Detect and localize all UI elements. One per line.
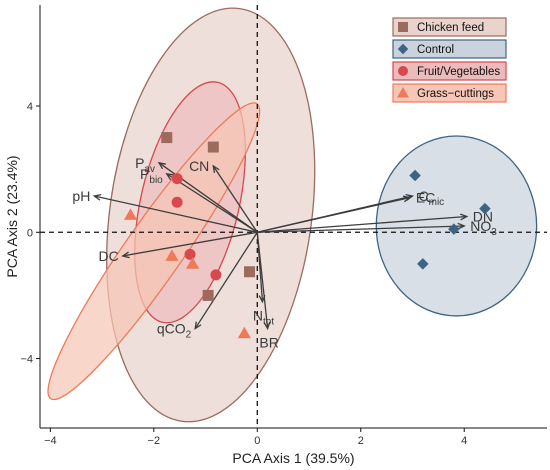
vector-br <box>256 232 269 329</box>
vector-qco2 <box>194 231 258 329</box>
point-control-3 <box>448 223 460 235</box>
x-tick-label: −4 <box>44 435 57 447</box>
point-control-2 <box>479 202 491 215</box>
ellipse-grass-cuttings <box>47 102 261 401</box>
point-control-4 <box>417 258 429 270</box>
vector-pbio <box>166 173 258 233</box>
vector-cn <box>212 165 258 233</box>
point-chicken-feed-4 <box>202 289 214 301</box>
vector-dn <box>257 215 467 233</box>
x-tick-label: 4 <box>461 435 467 447</box>
point-fruit-vegetables-1 <box>171 173 183 185</box>
vector-cn-label: CN <box>189 158 209 174</box>
legend-marker-grass-cuttings <box>397 87 409 98</box>
x-tick-label: 2 <box>358 435 364 447</box>
point-fruit-vegetables-3 <box>184 248 196 260</box>
x-tick-label: −2 <box>148 435 161 447</box>
data-points <box>123 132 491 339</box>
legend-label-chicken-feed: Chicken feed <box>417 22 484 34</box>
x-axis-title: PCA Axis 1 (39.5%) <box>232 450 354 466</box>
legend-swatch-grass-cuttings <box>392 83 507 103</box>
vector-cmic-label: Cmic <box>418 188 444 208</box>
point-grass-cuttings-2 <box>165 249 179 261</box>
legend-swatch-fruit-vegetables <box>392 61 507 81</box>
y-tick-label: −4 <box>20 354 33 366</box>
y-axis-title: PCA Axis 2 (23.4%) <box>4 155 20 277</box>
point-control-1 <box>409 169 421 182</box>
vector-pbio-arrowhead <box>165 173 174 181</box>
legend-item-chicken-feed: Chicken feed <box>392 17 507 37</box>
vector-dc-label: DC <box>99 248 119 264</box>
legend-item-grass-cuttings: Grass−cuttings <box>392 83 507 103</box>
point-grass-cuttings-1 <box>123 208 138 220</box>
vector-ec-arrowhead <box>402 195 412 203</box>
legend-item-fruit-vegetables: Fruit/Vegetables <box>392 61 507 81</box>
vector-no3-arrowhead <box>457 222 466 230</box>
legend: Chicken feed Control Fruit/Vegetables Grass… <box>392 17 507 103</box>
vector-cn-arrowhead <box>212 164 220 174</box>
point-grass-cuttings-4 <box>237 326 251 339</box>
legend-swatch-control <box>392 39 507 59</box>
point-fruit-vegetables-2 <box>171 196 183 208</box>
vector-pav-label: Pav <box>135 155 155 175</box>
vector-dc <box>122 231 258 257</box>
vector-ec <box>257 196 411 233</box>
legend-label-grass-cuttings: Grass−cuttings <box>417 88 494 100</box>
legend-label-control: Control <box>417 44 454 56</box>
legend-swatch-chicken-feed <box>392 17 507 37</box>
vector-ec-label: EC <box>416 190 435 206</box>
vector-ntot-label: Ntot <box>253 308 274 328</box>
axes: −4 −2 0 2 4 −4 0 4 <box>20 5 547 447</box>
vector-ph <box>94 195 258 233</box>
vector-dc-arrowhead <box>121 251 130 259</box>
point-chicken-feed-3 <box>244 266 256 278</box>
vector-ph-arrowhead <box>92 193 102 201</box>
x-tick-label: 0 <box>254 435 260 447</box>
legend-item-control: Control <box>392 39 507 59</box>
y-tick-label: 4 <box>27 101 33 113</box>
vector-dn-label: DN <box>473 209 493 225</box>
legend-marker-control <box>397 43 409 55</box>
vector-ph-label: pH <box>72 188 90 204</box>
point-grass-cuttings-3 <box>186 257 200 269</box>
vector-pbio-label: Pbio <box>140 166 163 186</box>
vector-pav-arrowhead <box>157 161 166 170</box>
vector-no3 <box>257 225 465 233</box>
reference-lines <box>40 5 547 428</box>
point-chicken-feed-2 <box>207 141 219 153</box>
y-tick-label: 0 <box>27 227 33 239</box>
legend-marker-fruit-vegetables <box>398 66 408 76</box>
vector-qco2-label: qCO2 <box>157 321 192 341</box>
vector-br-arrowhead <box>263 321 271 331</box>
vector-br-label: BR <box>259 334 278 350</box>
point-fruit-vegetables-4 <box>210 269 222 281</box>
vector-qco2-arrowhead <box>194 321 202 330</box>
point-chicken-feed-1 <box>161 132 173 144</box>
legend-label-fruit-vegetables: Fruit/Vegetables <box>417 66 500 78</box>
vector-no3-label: NO3 <box>470 218 497 238</box>
vector-dn-arrowhead <box>460 213 469 221</box>
legend-marker-chicken-feed <box>398 22 408 32</box>
